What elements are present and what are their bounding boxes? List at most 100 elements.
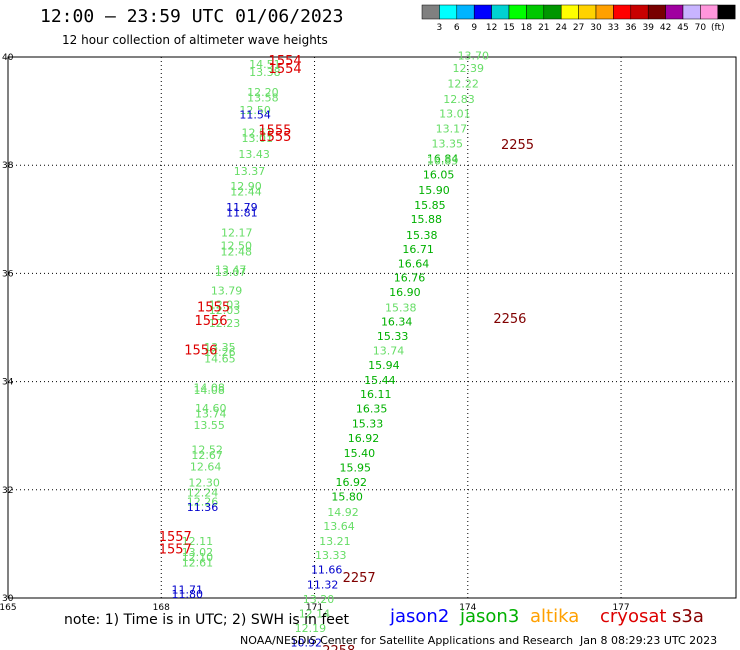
swh-value: 15.85 bbox=[414, 199, 446, 212]
swh-value: 12.50 bbox=[239, 104, 271, 117]
scale-swatch bbox=[421, 4, 440, 20]
swh-value: 13.01 bbox=[439, 108, 471, 121]
swh-value: 16.92 bbox=[335, 476, 367, 489]
pass-time: 1555 bbox=[197, 300, 230, 315]
swh-value: 15.33 bbox=[377, 330, 409, 343]
scale-swatch bbox=[682, 4, 701, 20]
swh-value: 13.64 bbox=[323, 520, 355, 533]
swh-value: 12.10 bbox=[182, 551, 214, 564]
color-scale-legend: 3 6 9 12 15 18 21 24 27 30 33 36 39 42 45 70 (ft) bbox=[421, 4, 736, 33]
scale-label: 36 bbox=[625, 23, 637, 33]
swh-value: 11.80 bbox=[171, 588, 203, 601]
lon-tick-label: 177 bbox=[612, 603, 629, 613]
footer-credit: NOAA/NESDIS Center for Satellite Applica… bbox=[240, 634, 574, 647]
swh-value: 13.33 bbox=[315, 549, 347, 562]
swh-value: 14.08 bbox=[193, 381, 225, 394]
legend-jason3: jason3 bbox=[460, 606, 520, 627]
pass-time: 1557 bbox=[159, 543, 192, 558]
swh-value: 12.24 bbox=[187, 486, 219, 499]
scale-label: 18 bbox=[521, 23, 533, 33]
pass-time: 1554 bbox=[269, 62, 302, 77]
scale-label: 3 bbox=[437, 23, 443, 33]
swh-value: 11.71 bbox=[171, 584, 203, 597]
swh-value: 12.51 bbox=[241, 127, 273, 140]
swh-value: 16.71 bbox=[402, 243, 434, 256]
swh-value: 13.17 bbox=[436, 123, 468, 136]
legend-jason2: jason2 bbox=[390, 606, 450, 627]
swh-value: 13.74 bbox=[373, 345, 405, 358]
scale-swatch bbox=[595, 4, 614, 20]
scale-label: 27 bbox=[573, 23, 584, 33]
swh-value: 13.43 bbox=[238, 148, 270, 161]
swh-value: 12.03 bbox=[209, 299, 241, 312]
scale-swatch bbox=[526, 4, 545, 20]
lon-tick-label: 168 bbox=[153, 603, 170, 613]
lat-tick-label: 34 bbox=[2, 378, 14, 388]
scale-swatch bbox=[700, 4, 719, 20]
swh-value: 13.47 bbox=[215, 263, 247, 276]
swh-value: 16.11 bbox=[360, 388, 392, 401]
footer-note: note: 1) Time is in UTC; 2) SWH is in fe… bbox=[64, 612, 350, 628]
swh-value: 16.90 bbox=[389, 286, 421, 299]
swh-value: 11.81 bbox=[226, 207, 258, 220]
swh-value: 13.38 bbox=[249, 66, 281, 79]
lon-tick-label: 174 bbox=[459, 603, 476, 613]
map-title: 12:00 – 23:59 UTC 01/06/2023 bbox=[40, 6, 344, 27]
scale-label: 70 bbox=[695, 23, 707, 33]
swh-value: 15.33 bbox=[352, 418, 384, 431]
swh-value: 12.22 bbox=[447, 77, 479, 90]
swh-value: 13.07 bbox=[215, 266, 247, 279]
swh-value: 10.92 bbox=[291, 637, 323, 650]
swh-value: 12.44 bbox=[230, 185, 261, 198]
lon-tick-label: 171 bbox=[306, 603, 323, 613]
swh-value: 11.36 bbox=[187, 501, 219, 514]
swh-value: 13.02 bbox=[182, 546, 214, 559]
swh-value: 16.92 bbox=[348, 432, 380, 445]
swh-value: 12.17 bbox=[221, 227, 253, 240]
swh-value: 14.26 bbox=[204, 346, 236, 359]
swh-value: 16.05 bbox=[423, 169, 455, 182]
footer-timestamp: Jan 8 08:29:23 UTC 2023 bbox=[580, 634, 718, 647]
scale-label: (ft) bbox=[711, 23, 725, 33]
swh-value: 13.55 bbox=[193, 419, 225, 432]
map-frame bbox=[7, 56, 737, 599]
lat-tick-label: 36 bbox=[2, 269, 14, 279]
swh-value: 16.89 bbox=[427, 155, 459, 168]
legend-altika: altika bbox=[530, 606, 580, 627]
swh-value: 12.26 bbox=[187, 495, 219, 508]
swh-value: 11.66 bbox=[311, 564, 343, 577]
axis-ticks: 165 168 171 174 177 40 38 36 34 32 30 bbox=[0, 53, 630, 613]
swh-value: 15.94 bbox=[368, 359, 400, 372]
pass-time: 1557 bbox=[159, 530, 192, 545]
swh-value: 15.44 bbox=[364, 374, 396, 387]
swh-value: 15.90 bbox=[418, 184, 450, 197]
swh-value: 13.70 bbox=[458, 50, 490, 63]
swh-value: 16.84 bbox=[427, 152, 459, 165]
swh-value: 11.32 bbox=[307, 578, 339, 591]
swh-value: 13.74 bbox=[195, 407, 227, 420]
swh-value: 16.34 bbox=[381, 315, 413, 328]
map-grid bbox=[7, 56, 737, 599]
swh-value: 15.38 bbox=[385, 301, 417, 314]
scale-label: 21 bbox=[538, 23, 549, 33]
scale-swatch bbox=[630, 4, 649, 20]
swh-value: 14.92 bbox=[327, 506, 359, 519]
swh-value: 12.67 bbox=[191, 449, 223, 462]
swh-value: 15.88 bbox=[411, 213, 443, 226]
swh-value: 11.54 bbox=[239, 109, 271, 122]
swh-value: 13.79 bbox=[211, 284, 243, 297]
swh-value: 14.51 bbox=[249, 58, 281, 71]
pass-time: 2255 bbox=[501, 138, 534, 153]
pass-time: 2256 bbox=[493, 312, 526, 327]
scale-swatch bbox=[613, 4, 632, 20]
lon-tick-label: 165 bbox=[0, 603, 17, 613]
map-subtitle: 12 hour collection of altimeter wave hei… bbox=[62, 33, 328, 47]
swh-value: 13.37 bbox=[234, 165, 266, 178]
scale-swatch bbox=[578, 4, 597, 20]
swh-value: 12.83 bbox=[443, 93, 475, 106]
swh-value: 12.03 bbox=[209, 304, 241, 317]
pass-time: 1555 bbox=[258, 130, 291, 145]
swh-value: 13.20 bbox=[303, 593, 335, 606]
swh-value: 14.60 bbox=[195, 402, 227, 415]
